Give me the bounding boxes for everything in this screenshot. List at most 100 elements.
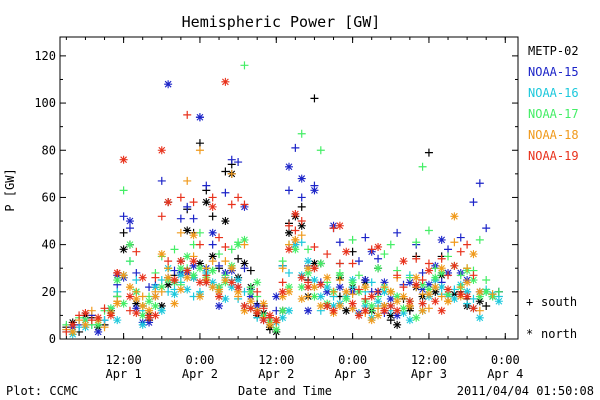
north-data-point <box>405 301 414 310</box>
north-data-point <box>342 287 351 296</box>
footer-plot-credit: Plot: CCMC <box>6 384 78 398</box>
south-data-point <box>75 311 84 320</box>
south-data-point <box>215 250 224 259</box>
x-tick-date-label: Apr 2 <box>182 367 218 381</box>
north-data-point <box>374 264 383 273</box>
north-data-point <box>68 327 77 336</box>
south-data-point <box>157 212 166 221</box>
south-data-point <box>215 261 224 270</box>
south-data-point <box>132 268 141 277</box>
south-data-point <box>488 290 497 299</box>
south-data-point <box>157 287 166 296</box>
north-data-point <box>259 299 268 308</box>
north-data-point <box>297 273 306 282</box>
north-data-point <box>393 297 402 306</box>
north-data-point <box>444 297 453 306</box>
north-data-point <box>310 283 319 292</box>
north-data-point <box>132 294 141 303</box>
south-data-point <box>100 323 109 332</box>
south-data-point <box>195 240 204 249</box>
y-tick-label: 100 <box>34 96 56 110</box>
north-data-point <box>240 301 249 310</box>
north-data-point <box>157 301 166 310</box>
symbol-legend-symbol: + <box>526 295 533 309</box>
north-data-point <box>94 327 103 336</box>
north-data-point <box>176 264 185 273</box>
south-data-point <box>424 304 433 313</box>
south-data-point <box>259 304 268 313</box>
north-data-point <box>94 320 103 329</box>
north-data-point <box>221 294 230 303</box>
north-data-point <box>342 247 351 256</box>
south-data-point <box>221 167 230 176</box>
north-data-point <box>380 287 389 296</box>
north-data-point <box>456 290 465 299</box>
north-data-point <box>227 283 236 292</box>
south-data-point <box>456 283 465 292</box>
north-data-point <box>125 292 134 301</box>
south-data-point <box>100 304 109 313</box>
south-data-point <box>399 283 408 292</box>
north-data-point <box>246 287 255 296</box>
north-data-point <box>265 320 274 329</box>
series-points <box>62 146 497 336</box>
north-data-point <box>195 113 204 122</box>
north-data-point <box>405 316 414 325</box>
x-tick-time-label: 12:00 <box>258 353 294 367</box>
north-data-point <box>221 217 230 226</box>
south-data-point <box>310 242 319 251</box>
south-data-point <box>208 240 217 249</box>
north-data-point <box>119 271 128 280</box>
south-data-point <box>424 259 433 268</box>
north-data-point <box>170 290 179 299</box>
south-data-point <box>208 193 217 202</box>
y-axis-label: P [GW] <box>3 168 17 211</box>
y-tick-label: 60 <box>42 190 56 204</box>
south-data-point <box>253 287 262 296</box>
south-data-point <box>386 240 395 249</box>
north-data-point <box>297 221 306 230</box>
north-data-point <box>393 292 402 301</box>
south-data-point <box>380 283 389 292</box>
south-data-point <box>138 292 147 301</box>
south-data-point <box>176 193 185 202</box>
north-data-point <box>234 276 243 285</box>
north-data-point <box>253 278 262 287</box>
south-data-point <box>335 259 344 268</box>
north-data-point <box>94 313 103 322</box>
south-data-point <box>475 306 484 315</box>
south-data-point <box>367 278 376 287</box>
south-data-point <box>482 301 491 310</box>
south-data-point <box>463 240 472 249</box>
south-data-point <box>189 198 198 207</box>
north-data-point <box>278 292 287 301</box>
north-data-point <box>176 285 185 294</box>
south-data-point <box>354 257 363 266</box>
south-data-point <box>208 212 217 221</box>
north-data-point <box>463 278 472 287</box>
north-data-point <box>189 231 198 240</box>
north-data-point <box>463 292 472 301</box>
north-data-point <box>310 264 319 273</box>
south-data-point <box>125 306 134 315</box>
north-data-point <box>246 304 255 313</box>
south-data-point <box>221 242 230 251</box>
north-data-point <box>240 306 249 315</box>
north-data-point <box>399 304 408 313</box>
south-data-point <box>444 252 453 261</box>
north-data-point <box>221 276 230 285</box>
north-data-point <box>189 257 198 266</box>
north-data-point <box>335 283 344 292</box>
north-data-point <box>323 283 332 292</box>
south-data-point <box>348 259 357 268</box>
south-data-point <box>202 264 211 273</box>
north-data-point <box>240 259 249 268</box>
north-data-point <box>208 228 217 237</box>
north-data-point <box>316 259 325 268</box>
north-data-point <box>164 273 173 282</box>
north-data-point <box>195 278 204 287</box>
north-data-point <box>215 287 224 296</box>
north-data-point <box>81 316 90 325</box>
north-data-point <box>151 283 160 292</box>
south-data-point <box>456 247 465 256</box>
